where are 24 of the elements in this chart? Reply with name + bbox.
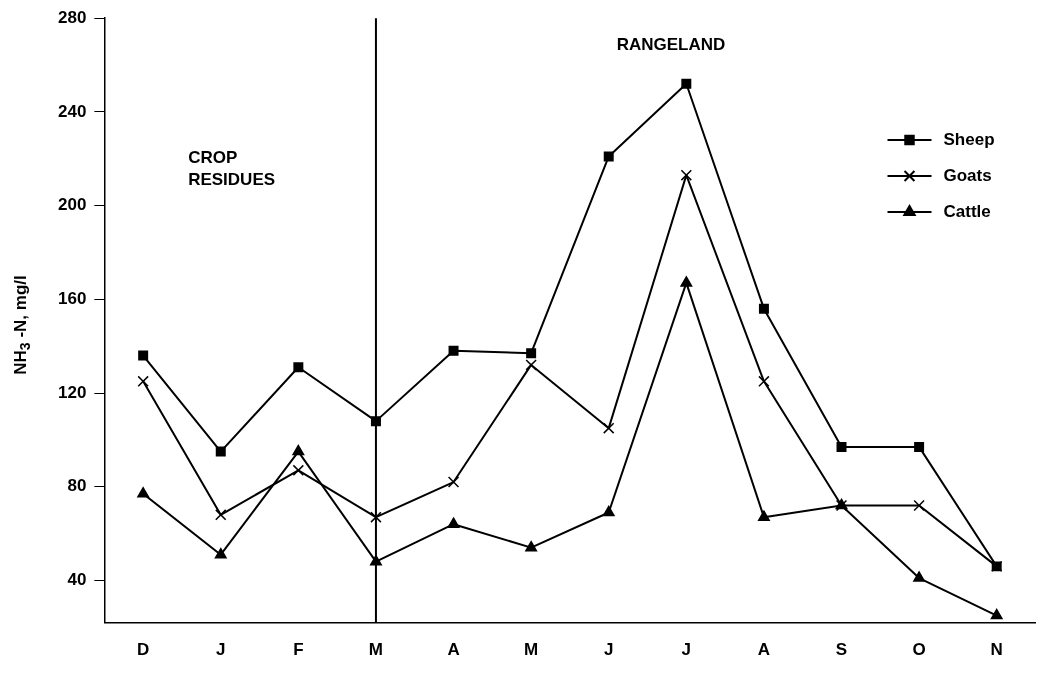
y-tick-label: 280 <box>57 7 87 27</box>
y-tick-label: 200 <box>57 195 87 215</box>
x-tick-label: J <box>681 640 692 660</box>
legend-label: Cattle <box>943 201 991 221</box>
x-tick-label: A <box>757 640 771 660</box>
y-tick-label: 240 <box>57 101 87 121</box>
legend-label: Sheep <box>943 129 995 149</box>
x-tick-label: S <box>835 640 848 660</box>
x-tick-label: F <box>293 640 304 660</box>
x-tick-label: N <box>990 640 1003 660</box>
y-tick-label: 120 <box>57 382 87 402</box>
y-tick-label: 160 <box>57 289 87 308</box>
x-tick-label: D <box>137 640 150 660</box>
annotation: CROP RESIDUES <box>188 147 276 189</box>
annotation: RANGELAND <box>616 34 726 54</box>
y-tick-label: 40 <box>67 570 87 590</box>
x-tick-label: A <box>447 640 460 660</box>
x-tick-label: M <box>368 640 384 660</box>
x-tick-label: J <box>216 640 226 660</box>
legend-label: Goats <box>943 165 992 185</box>
x-tick-label: M <box>524 640 539 660</box>
x-tick-label: J <box>603 640 614 660</box>
x-tick-label: O <box>912 640 926 660</box>
y-tick-label: 80 <box>67 476 87 496</box>
